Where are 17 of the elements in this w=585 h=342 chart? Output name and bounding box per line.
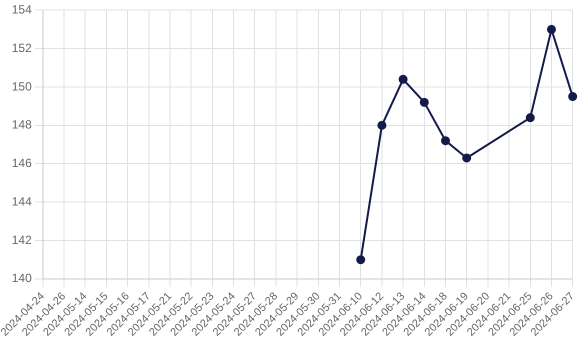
y-tick-label: 146	[12, 156, 32, 170]
point	[440, 136, 450, 146]
y-tick-label: 154	[12, 2, 32, 17]
y-tick-label: 148	[12, 118, 32, 132]
point	[568, 92, 578, 102]
y-tick-label: 150	[12, 79, 32, 94]
point	[546, 24, 556, 34]
point	[462, 153, 472, 162]
point	[377, 120, 386, 130]
point	[356, 255, 366, 264]
point	[420, 98, 429, 107]
y-tick-label: 144	[12, 194, 32, 208]
y-tick-label: 142	[12, 232, 32, 247]
y-tick-label: 152	[12, 40, 32, 55]
y-tick-label: 140	[12, 271, 32, 286]
point	[526, 113, 535, 122]
point	[398, 74, 408, 84]
